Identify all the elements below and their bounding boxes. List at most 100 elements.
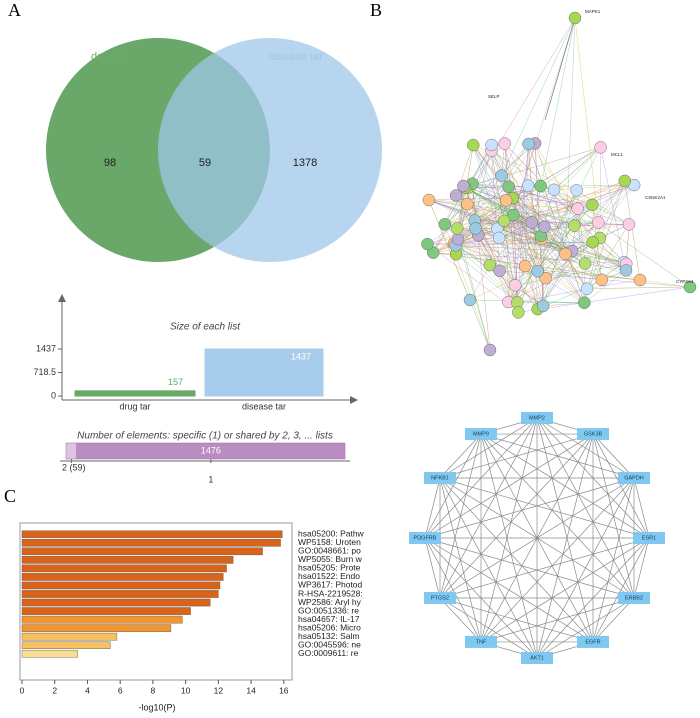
x-tick-label: drug tar [119, 401, 150, 411]
node [568, 219, 581, 232]
node [683, 280, 697, 294]
x-arrow [350, 396, 358, 404]
count-label: 98 [104, 157, 116, 169]
edge [439, 477, 538, 659]
edge [424, 537, 635, 599]
edge [517, 180, 625, 303]
node [485, 138, 498, 152]
node-label: MMP9 [473, 432, 489, 438]
node [571, 202, 584, 215]
edge [457, 239, 491, 351]
node [512, 306, 525, 319]
x-tick-label: 2 [52, 685, 57, 695]
edge [508, 222, 599, 303]
edge [633, 537, 650, 599]
node [538, 220, 551, 233]
node [493, 264, 506, 278]
edge [592, 597, 635, 643]
edge [424, 537, 594, 643]
node [536, 299, 550, 313]
edge [453, 243, 546, 279]
node [502, 180, 515, 193]
node-label: CYP3A4 [676, 279, 694, 284]
x-tick-label: 16 [279, 685, 289, 695]
bar [21, 564, 227, 573]
plot-frame [19, 522, 293, 681]
node [619, 264, 633, 277]
node-label: ERBB2 [625, 595, 643, 601]
edge [469, 265, 490, 301]
edge [586, 224, 630, 289]
node [521, 652, 553, 664]
edge [475, 228, 538, 310]
edge [592, 433, 635, 479]
node [495, 169, 508, 182]
edge [455, 245, 518, 303]
edge [439, 597, 538, 659]
edge [584, 270, 627, 303]
node [594, 141, 607, 154]
bar [21, 556, 234, 564]
node-label: EGFR [585, 639, 600, 645]
edge [424, 477, 441, 539]
node [522, 137, 535, 151]
x-tick-label: 14 [246, 685, 256, 695]
edge [540, 185, 566, 254]
node [422, 193, 436, 207]
node [465, 428, 497, 441]
edge [576, 190, 630, 225]
edge [489, 184, 635, 266]
edge [444, 224, 573, 252]
node-label: MMP2 [529, 415, 545, 421]
node-label: MCL1 [611, 152, 624, 157]
node [521, 412, 553, 424]
count-label: 1378 [293, 157, 317, 169]
edge [463, 185, 602, 281]
edge [428, 199, 471, 301]
y-tick-label: 718.5 [33, 367, 56, 377]
edge [433, 224, 630, 253]
edge [472, 183, 573, 252]
edge [565, 17, 576, 254]
node [509, 279, 522, 292]
edge [574, 17, 599, 223]
edge [592, 204, 630, 225]
edge [531, 222, 575, 226]
node [531, 265, 544, 278]
edge [574, 225, 602, 280]
edge [474, 144, 492, 221]
chart-title: Number of elements: specific (1) or shar… [77, 431, 333, 442]
node [617, 472, 650, 484]
node [424, 472, 457, 484]
x-tick-label: 6 [118, 685, 123, 695]
edge [439, 537, 650, 599]
y-tick-label: GO:0051336: re [298, 605, 359, 615]
edge [473, 144, 627, 271]
bar [21, 581, 221, 590]
edge [624, 180, 641, 281]
edge [439, 477, 594, 643]
bar [21, 547, 263, 556]
edge [503, 220, 541, 237]
set-circle [158, 38, 382, 262]
edge [428, 199, 475, 221]
node [568, 11, 582, 25]
panel-label: B [370, 0, 382, 20]
bar [21, 624, 172, 632]
node-label: ESR1 [642, 535, 656, 541]
edge [536, 433, 594, 659]
node [617, 592, 650, 604]
node-label: CSNK2A1 [645, 195, 666, 200]
edge [480, 433, 635, 599]
node [499, 194, 513, 207]
edge [424, 477, 635, 539]
bar [21, 598, 211, 607]
node [438, 218, 451, 231]
bar [204, 348, 324, 397]
edge [455, 175, 502, 246]
edge [518, 242, 593, 313]
node-label: TNF [476, 639, 487, 645]
y-tick-label: hsa05200: Pathw [298, 529, 365, 539]
node [570, 184, 583, 197]
edge [537, 180, 625, 310]
